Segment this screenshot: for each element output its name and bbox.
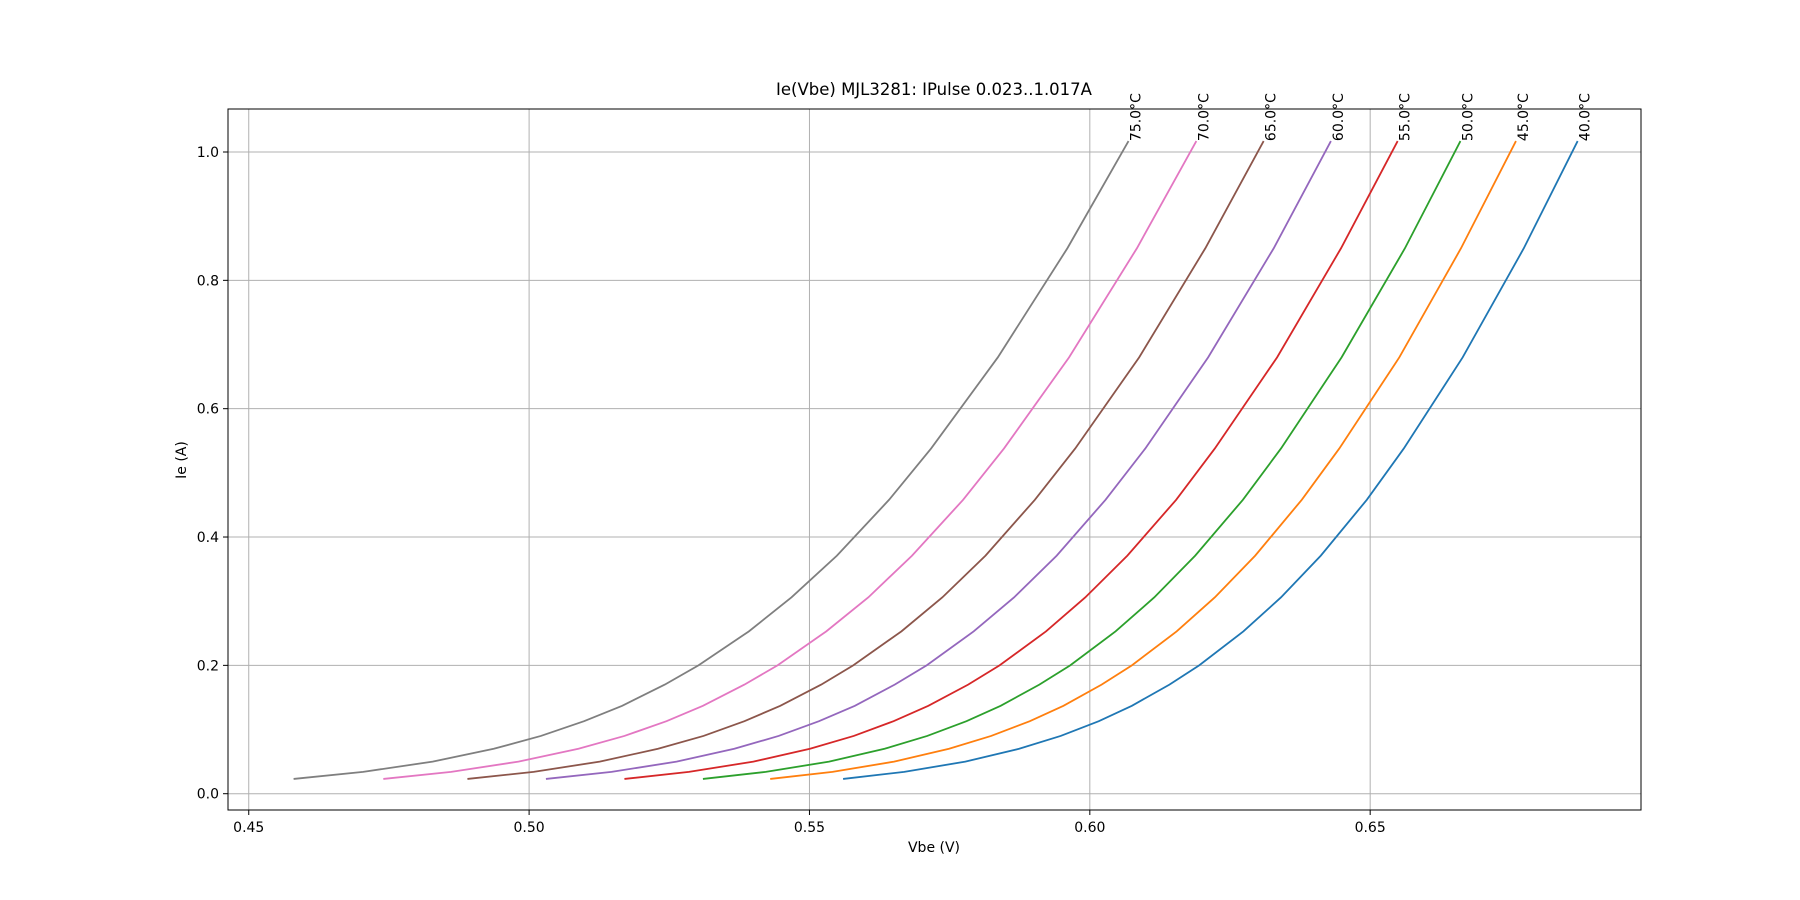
x-axis-label: Vbe (V)	[908, 840, 960, 856]
y-tick-label: 0.4	[197, 530, 219, 546]
series-label: 70.0°C	[1196, 93, 1212, 141]
series-line	[770, 140, 1517, 780]
series-line	[467, 140, 1265, 780]
series-line	[383, 140, 1198, 780]
y-axis-label: Ie (A)	[174, 441, 190, 479]
y-tick-label: 0.0	[197, 787, 219, 803]
y-tick-label: 1.0	[197, 145, 219, 161]
x-tick-label: 0.55	[794, 820, 825, 836]
series-line	[702, 140, 1462, 780]
series-line	[842, 140, 1579, 780]
x-tick-label: 0.60	[1074, 820, 1105, 836]
series-label: 45.0°C	[1516, 93, 1532, 141]
y-tick-label: 0.6	[197, 402, 219, 418]
x-tick-label: 0.45	[233, 820, 264, 836]
x-tick-label: 0.65	[1355, 820, 1386, 836]
y-tick-label: 0.8	[197, 273, 219, 289]
series-label: 50.0°C	[1460, 93, 1476, 141]
plot-frame	[227, 108, 1642, 811]
series-line	[624, 140, 1399, 780]
series-label: 40.0°C	[1578, 93, 1594, 141]
x-tick-label: 0.50	[514, 820, 545, 836]
series-line	[545, 140, 1332, 780]
series-label: 65.0°C	[1264, 93, 1280, 141]
chart-title: Ie(Vbe) MJL3281: IPulse 0.023..1.017A	[776, 80, 1093, 99]
series-line	[293, 140, 1130, 780]
series-label: 75.0°C	[1129, 93, 1145, 141]
y-tick-label: 0.2	[197, 658, 219, 674]
series-label: 60.0°C	[1331, 93, 1347, 141]
series-label: 55.0°C	[1398, 93, 1414, 141]
